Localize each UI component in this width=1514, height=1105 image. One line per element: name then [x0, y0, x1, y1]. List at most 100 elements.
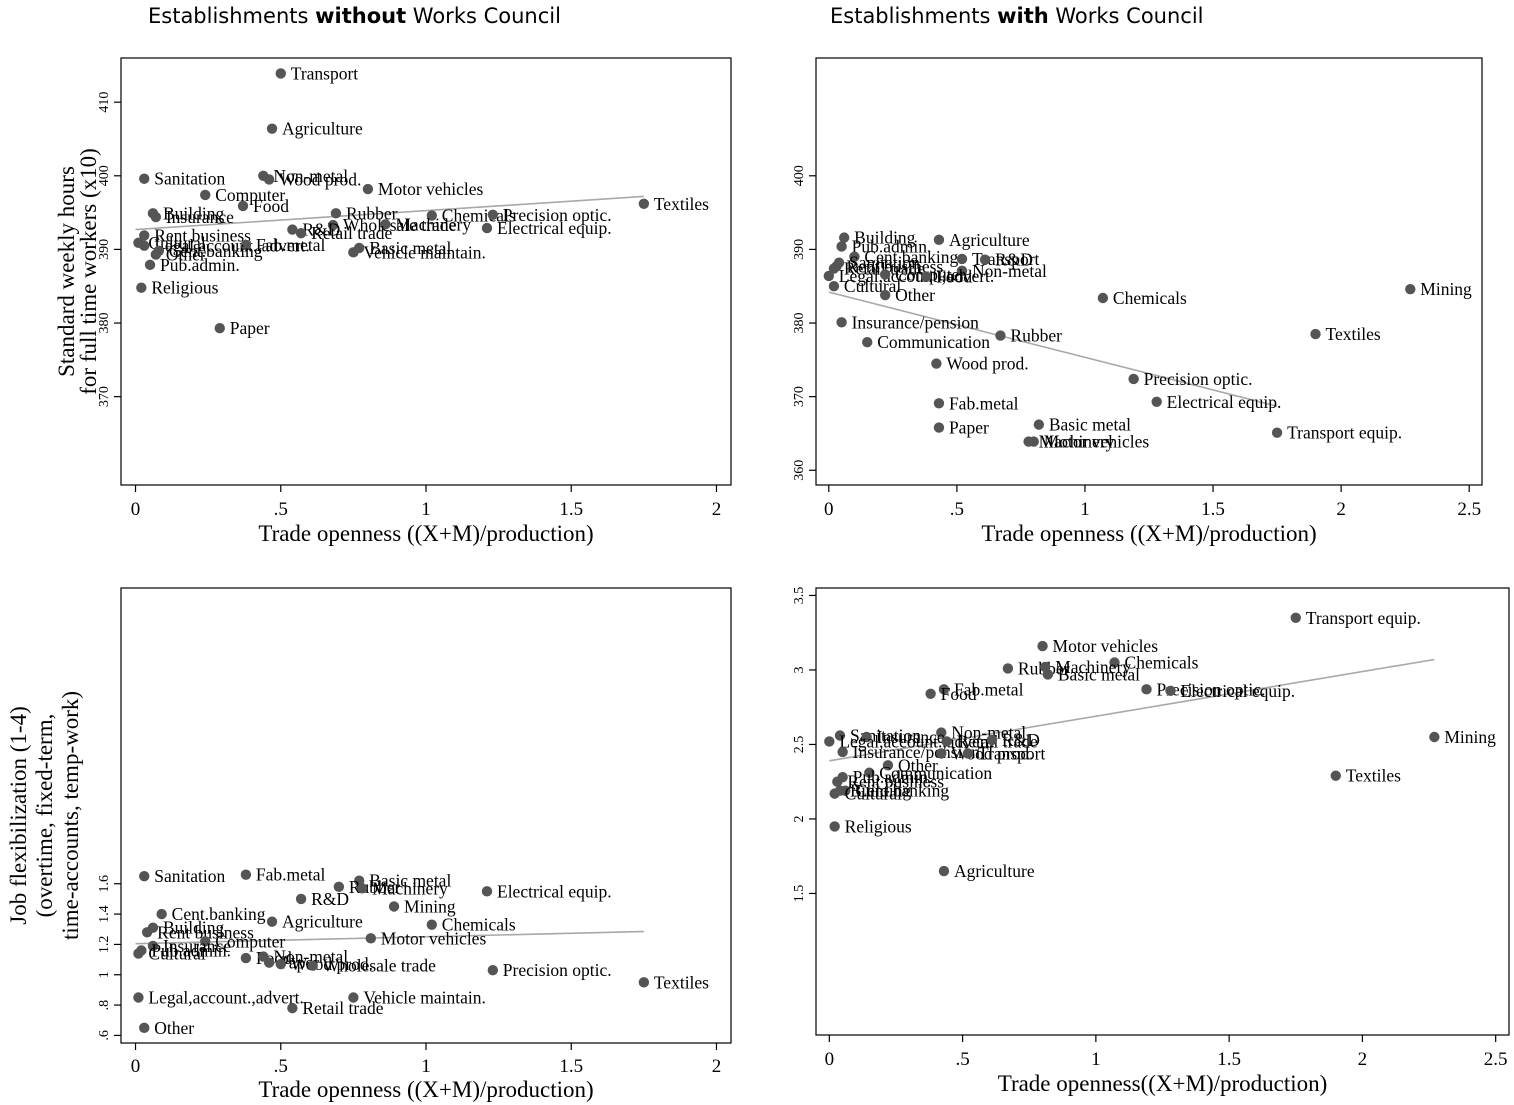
data-point: [295, 893, 307, 905]
point-label: Rubber: [346, 203, 398, 223]
data-point: [931, 358, 942, 369]
data-point: [1429, 731, 1440, 743]
point-label: Transport equip.: [1306, 608, 1421, 628]
data-point: [362, 183, 374, 195]
data-point: [275, 68, 286, 79]
point-label: Chemicals: [442, 206, 516, 226]
data-point: [828, 263, 840, 274]
data-point: [426, 919, 438, 930]
point-label: Textiles: [1326, 324, 1381, 344]
data-point: [487, 965, 499, 976]
point-label: R&D: [311, 889, 349, 909]
point-label: Pub.admin.: [151, 940, 231, 960]
data-point: [838, 232, 850, 243]
point-label: Transport: [291, 63, 359, 83]
point-label: Wood prod.: [946, 354, 1028, 374]
y-axis-label: time-accounts, temp-work): [58, 691, 83, 940]
x-tick-label: 2.5: [1484, 1049, 1508, 1070]
data-point: [832, 776, 843, 787]
data-point: [1023, 436, 1034, 447]
x-tick-label: .5: [274, 1056, 288, 1077]
data-point: [139, 230, 150, 241]
data-point: [275, 958, 286, 970]
data-point: [879, 269, 891, 280]
point-label: Wood prod.: [951, 743, 1033, 763]
point-label: Textiles: [654, 194, 709, 214]
y-tick-label: 380: [792, 313, 807, 334]
data-point: [287, 224, 298, 235]
data-point: [1042, 669, 1054, 680]
data-point: [836, 241, 847, 252]
x-tick-label: 2: [1358, 1049, 1368, 1070]
point-label: Fab.metal: [954, 679, 1024, 699]
point-label: Basic metal: [1058, 664, 1140, 684]
point-label: Machinery: [395, 214, 471, 234]
data-point: [829, 821, 840, 832]
point-label: Retail trade: [957, 731, 1038, 751]
data-point: [986, 734, 998, 746]
point-label: Building: [163, 918, 225, 938]
data-point: [139, 1022, 150, 1034]
point-label: Cent.banking: [172, 904, 266, 924]
point-label: Non-metal: [273, 166, 348, 186]
data-point: [240, 952, 252, 964]
data-point: [307, 960, 318, 971]
point-label: Other: [166, 245, 206, 265]
data-point: [150, 249, 162, 260]
data-point: [330, 208, 342, 219]
point-label: Computer: [215, 185, 285, 205]
data-point: [263, 174, 275, 185]
y-tick-label: 360: [792, 460, 807, 481]
x-tick-label: 1.5: [1201, 499, 1225, 520]
y-tick-label: 1.2: [97, 936, 112, 954]
data-point: [348, 247, 359, 258]
point-label: Religious: [151, 278, 218, 298]
right-title-post: Works Council: [1048, 4, 1204, 28]
point-label: Fab.metal: [949, 393, 1019, 413]
point-label: Non-metal: [951, 723, 1026, 743]
point-label: Electrical equip.: [1167, 392, 1282, 412]
y-tick-label: 2: [792, 815, 807, 822]
data-point: [933, 422, 945, 433]
data-point: [936, 727, 947, 738]
x-tick-label: 2.5: [1457, 499, 1481, 520]
point-label: Mining: [1444, 727, 1496, 747]
point-label: Cent.banking: [864, 247, 958, 267]
point-label: Rent business: [847, 772, 944, 792]
point-label: Textiles: [1346, 766, 1401, 786]
data-point: [829, 788, 840, 799]
point-label: Legal,account.,advert.: [839, 731, 994, 751]
point-label: Motor vehicles: [378, 179, 484, 199]
y-axis-label: Standard weekly hours: [54, 166, 79, 377]
point-label: Chemicals: [1113, 288, 1187, 308]
point-label: Chemicals: [442, 915, 516, 935]
x-tick-label: .5: [950, 499, 964, 520]
point-label: Basic metal: [1049, 415, 1131, 435]
x-tick-label: 1: [1091, 1049, 1101, 1070]
point-label: Pub.admin.: [852, 236, 932, 256]
x-tick-label: 1.5: [559, 499, 583, 520]
x-axis-label: Trade openness ((X+M)/production): [258, 1077, 593, 1102]
data-point: [240, 869, 252, 880]
point-label: Cent.banking: [169, 241, 263, 261]
data-point: [862, 336, 873, 348]
data-point: [1165, 685, 1176, 697]
data-point: [920, 271, 932, 282]
y-tick-label: 400: [97, 165, 112, 186]
data-point: [266, 123, 278, 134]
data-point: [938, 865, 950, 877]
x-tick-label: .5: [274, 499, 288, 520]
point-label: Other: [898, 755, 938, 775]
data-point: [933, 234, 945, 246]
data-point: [933, 398, 945, 409]
y-tick-label: 410: [97, 92, 112, 113]
data-point: [879, 289, 891, 301]
data-point: [956, 265, 968, 276]
panel-hours_without: 0 .5 1 1.5 2 370 380 390 400 410 Trade openness ((…: [54, 57, 732, 546]
y-tick-label: 390: [97, 239, 112, 260]
y-tick-label: 390: [792, 239, 807, 260]
right-column-title: Establishments with Works Council: [830, 4, 1204, 28]
point-label: Agriculture: [282, 912, 363, 932]
panel-hours_with: 0 .5 1 1.5 2 2.5 360 370 380 390 400 Trade openness…: [792, 57, 1483, 546]
